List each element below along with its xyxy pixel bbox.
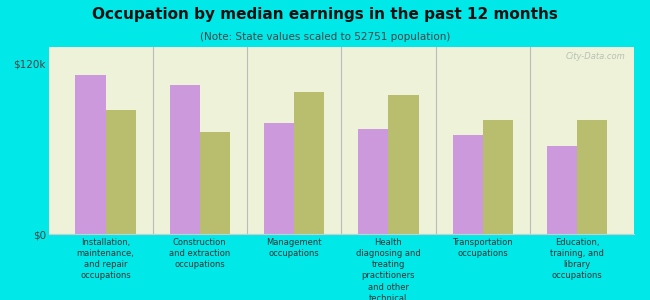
Text: Occupation by median earnings in the past 12 months: Occupation by median earnings in the pas… bbox=[92, 8, 558, 22]
Bar bbox=[547, 146, 577, 234]
Bar bbox=[452, 135, 483, 234]
Text: City-Data.com: City-Data.com bbox=[566, 52, 625, 61]
Bar bbox=[170, 85, 200, 234]
Bar bbox=[105, 110, 136, 234]
Bar bbox=[577, 120, 607, 234]
Bar bbox=[358, 129, 389, 234]
Text: (Note: State values scaled to 52751 population): (Note: State values scaled to 52751 popu… bbox=[200, 32, 450, 41]
Bar bbox=[294, 92, 324, 234]
Bar bbox=[200, 132, 230, 234]
Bar bbox=[483, 120, 513, 234]
Bar bbox=[75, 75, 105, 234]
Bar bbox=[264, 123, 294, 234]
Bar bbox=[389, 95, 419, 234]
